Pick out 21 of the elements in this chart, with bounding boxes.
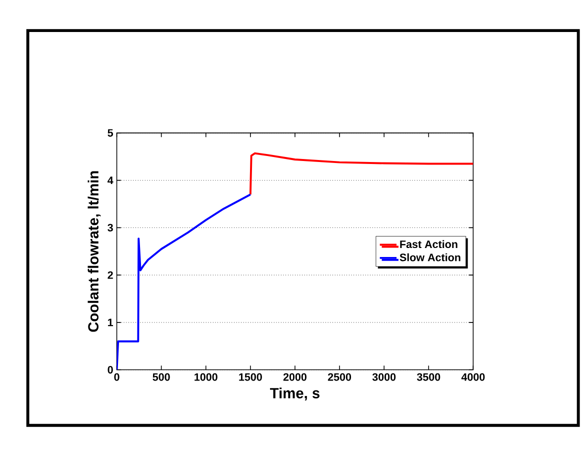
y-tick-label: 2	[108, 271, 113, 279]
x-tick-label: 3000	[372, 373, 396, 381]
x-tick-label: 1000	[194, 373, 218, 381]
line-series	[249, 152, 474, 196]
x-axis-title: Time, s	[270, 387, 320, 400]
x-tick-label: 2500	[328, 373, 352, 381]
legend-label: Fast Action	[400, 240, 458, 248]
y-axis-title: Coolant flowrate, lt/min	[88, 171, 101, 332]
x-tick-label: 0	[114, 373, 120, 381]
y-tick-label: 0	[108, 366, 113, 374]
x-tick-label: 4000	[461, 373, 485, 381]
legend-label: Slow Action	[400, 253, 460, 262]
x-tick-label: 2000	[283, 373, 306, 381]
y-tick-label: 4	[108, 176, 114, 184]
y-tick-label: 1	[108, 318, 114, 326]
x-tick-label: 500	[152, 373, 170, 381]
line-series	[116, 193, 252, 370]
y-tick-label: 3	[108, 224, 113, 232]
y-tick-label: 5	[108, 129, 114, 137]
x-tick-label: 3500	[416, 373, 440, 381]
x-tick-label: 1500	[239, 373, 262, 381]
